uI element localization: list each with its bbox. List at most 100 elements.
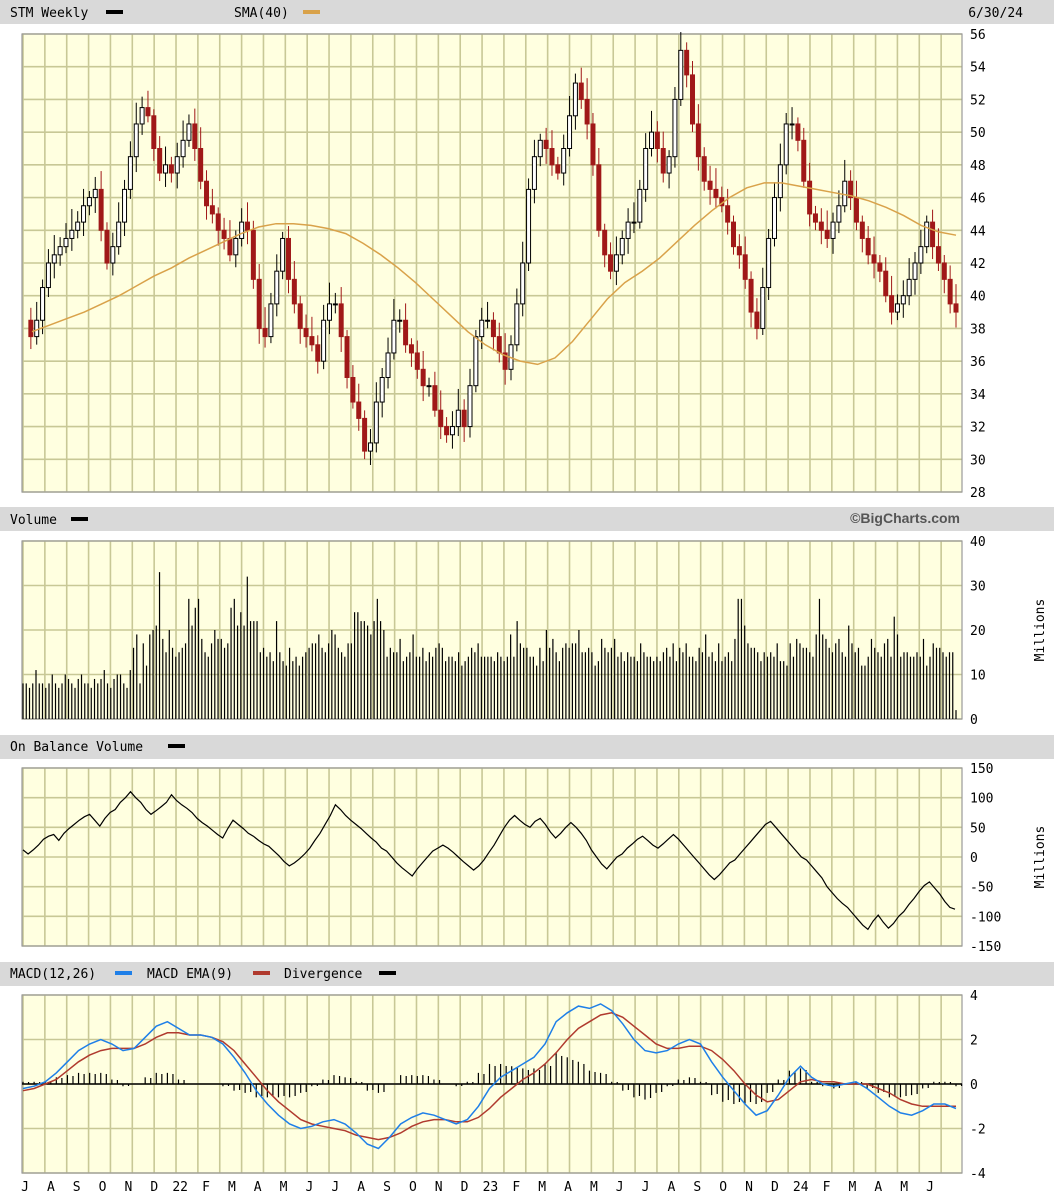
candle-body [180, 139, 186, 158]
candle-body [51, 254, 57, 264]
candle-body [127, 156, 133, 190]
candle-body [766, 237, 772, 289]
price-y-tick-label: 54 [970, 61, 986, 76]
candle-body [637, 188, 643, 223]
obv-y-tick-label: 100 [970, 792, 993, 807]
candle-body [262, 327, 268, 338]
candle-body [122, 188, 128, 223]
volume-panel: 0 10 20 30 40 Millions [21, 535, 1048, 728]
candle-body [332, 303, 338, 306]
candle-body [894, 303, 900, 313]
price-y-tick-label: 28 [970, 486, 986, 501]
sma-legend-swatch [303, 10, 320, 14]
candle-body [344, 336, 350, 379]
candle-body [338, 303, 344, 338]
volume-y-tick-label: 0 [970, 713, 978, 728]
x-tick-label: 23 [483, 1180, 499, 1195]
ticker-label: STM Weekly [10, 6, 88, 21]
candle-body [215, 213, 221, 231]
volume-y-tick-label: 30 [970, 580, 986, 595]
divergence-legend-swatch [379, 971, 396, 975]
price-plot-border [21, 33, 963, 493]
candle-body [326, 303, 332, 321]
macd-ema-label: MACD EMA(9) [147, 967, 233, 982]
candle-body [771, 197, 777, 239]
candle-body [28, 319, 34, 338]
candle-body [163, 164, 169, 174]
candle-body [256, 278, 262, 329]
ticker-legend-swatch [106, 10, 123, 14]
candle-body [473, 336, 479, 387]
candle-body [444, 426, 450, 436]
obv-line [22, 790, 956, 931]
candle-body [531, 156, 537, 190]
x-tick-label: J [926, 1180, 934, 1195]
candle-body [567, 115, 573, 149]
price-y-tick-label: 48 [970, 159, 986, 174]
candle-body [918, 246, 924, 264]
candle-body [836, 205, 842, 223]
candle-body [748, 278, 754, 313]
candle-body [291, 278, 297, 305]
price-y-tick-label: 56 [970, 28, 986, 43]
obv-y-tick-label: 50 [970, 821, 986, 836]
x-tick-label: O [719, 1180, 727, 1195]
candle-body [40, 287, 46, 321]
candle-body [789, 123, 795, 126]
sma-line [31, 182, 957, 366]
candle-body [186, 123, 192, 141]
candle-body [86, 197, 92, 207]
candle-body [660, 148, 666, 174]
macd-y-tick-label: -4 [970, 1167, 986, 1182]
candle-body [438, 409, 444, 428]
candle-body [684, 49, 690, 76]
candle-body [34, 319, 40, 338]
macd-label: MACD(12,26) [10, 967, 96, 982]
candle-body [403, 319, 409, 346]
candle-body [643, 148, 649, 190]
x-tick-label: F [202, 1180, 210, 1195]
candle-body [953, 303, 959, 313]
candle-body [707, 180, 713, 190]
macd-header-bar [0, 962, 1054, 986]
candle-body [812, 213, 818, 223]
x-tick-label: F [512, 1180, 520, 1195]
price-y-tick-label: 50 [970, 126, 986, 141]
candle-body [754, 311, 760, 329]
candle-body [912, 262, 918, 280]
price-y-tick-label: 42 [970, 257, 986, 272]
candle-body [608, 254, 614, 272]
volume-label: Volume [10, 513, 57, 528]
x-tick-label: M [590, 1180, 598, 1195]
candle-body [777, 164, 783, 199]
price-y-tick-label: 40 [970, 290, 986, 305]
candle-body [871, 254, 877, 264]
candle-body [713, 188, 719, 199]
candle-body [760, 287, 766, 329]
candle-body [596, 164, 602, 231]
candle-body [274, 270, 280, 305]
macd-y-tick-label: 4 [970, 989, 978, 1004]
candle-body [853, 197, 859, 223]
candle-body [373, 401, 379, 444]
candle-body [280, 237, 286, 272]
price-y-tick-label: 44 [970, 224, 986, 239]
candle-body [461, 409, 467, 428]
candle-body [859, 221, 865, 239]
candle-body [555, 164, 561, 174]
candle-body [455, 409, 461, 428]
candle-body [930, 221, 936, 248]
candle-body [730, 221, 736, 248]
x-tick-label: D [150, 1180, 158, 1195]
x-tick-label: A [357, 1180, 365, 1195]
price-y-tick-label: 34 [970, 388, 986, 403]
candle-body [848, 180, 854, 199]
candle-body [783, 123, 789, 166]
candle-body [561, 148, 567, 174]
x-tick-label: J [331, 1180, 339, 1195]
candle-body [935, 246, 941, 264]
volume-y-tick-label: 10 [970, 669, 986, 684]
macd-y-tick-label: 0 [970, 1078, 978, 1093]
macd-ema-line [22, 1012, 956, 1141]
